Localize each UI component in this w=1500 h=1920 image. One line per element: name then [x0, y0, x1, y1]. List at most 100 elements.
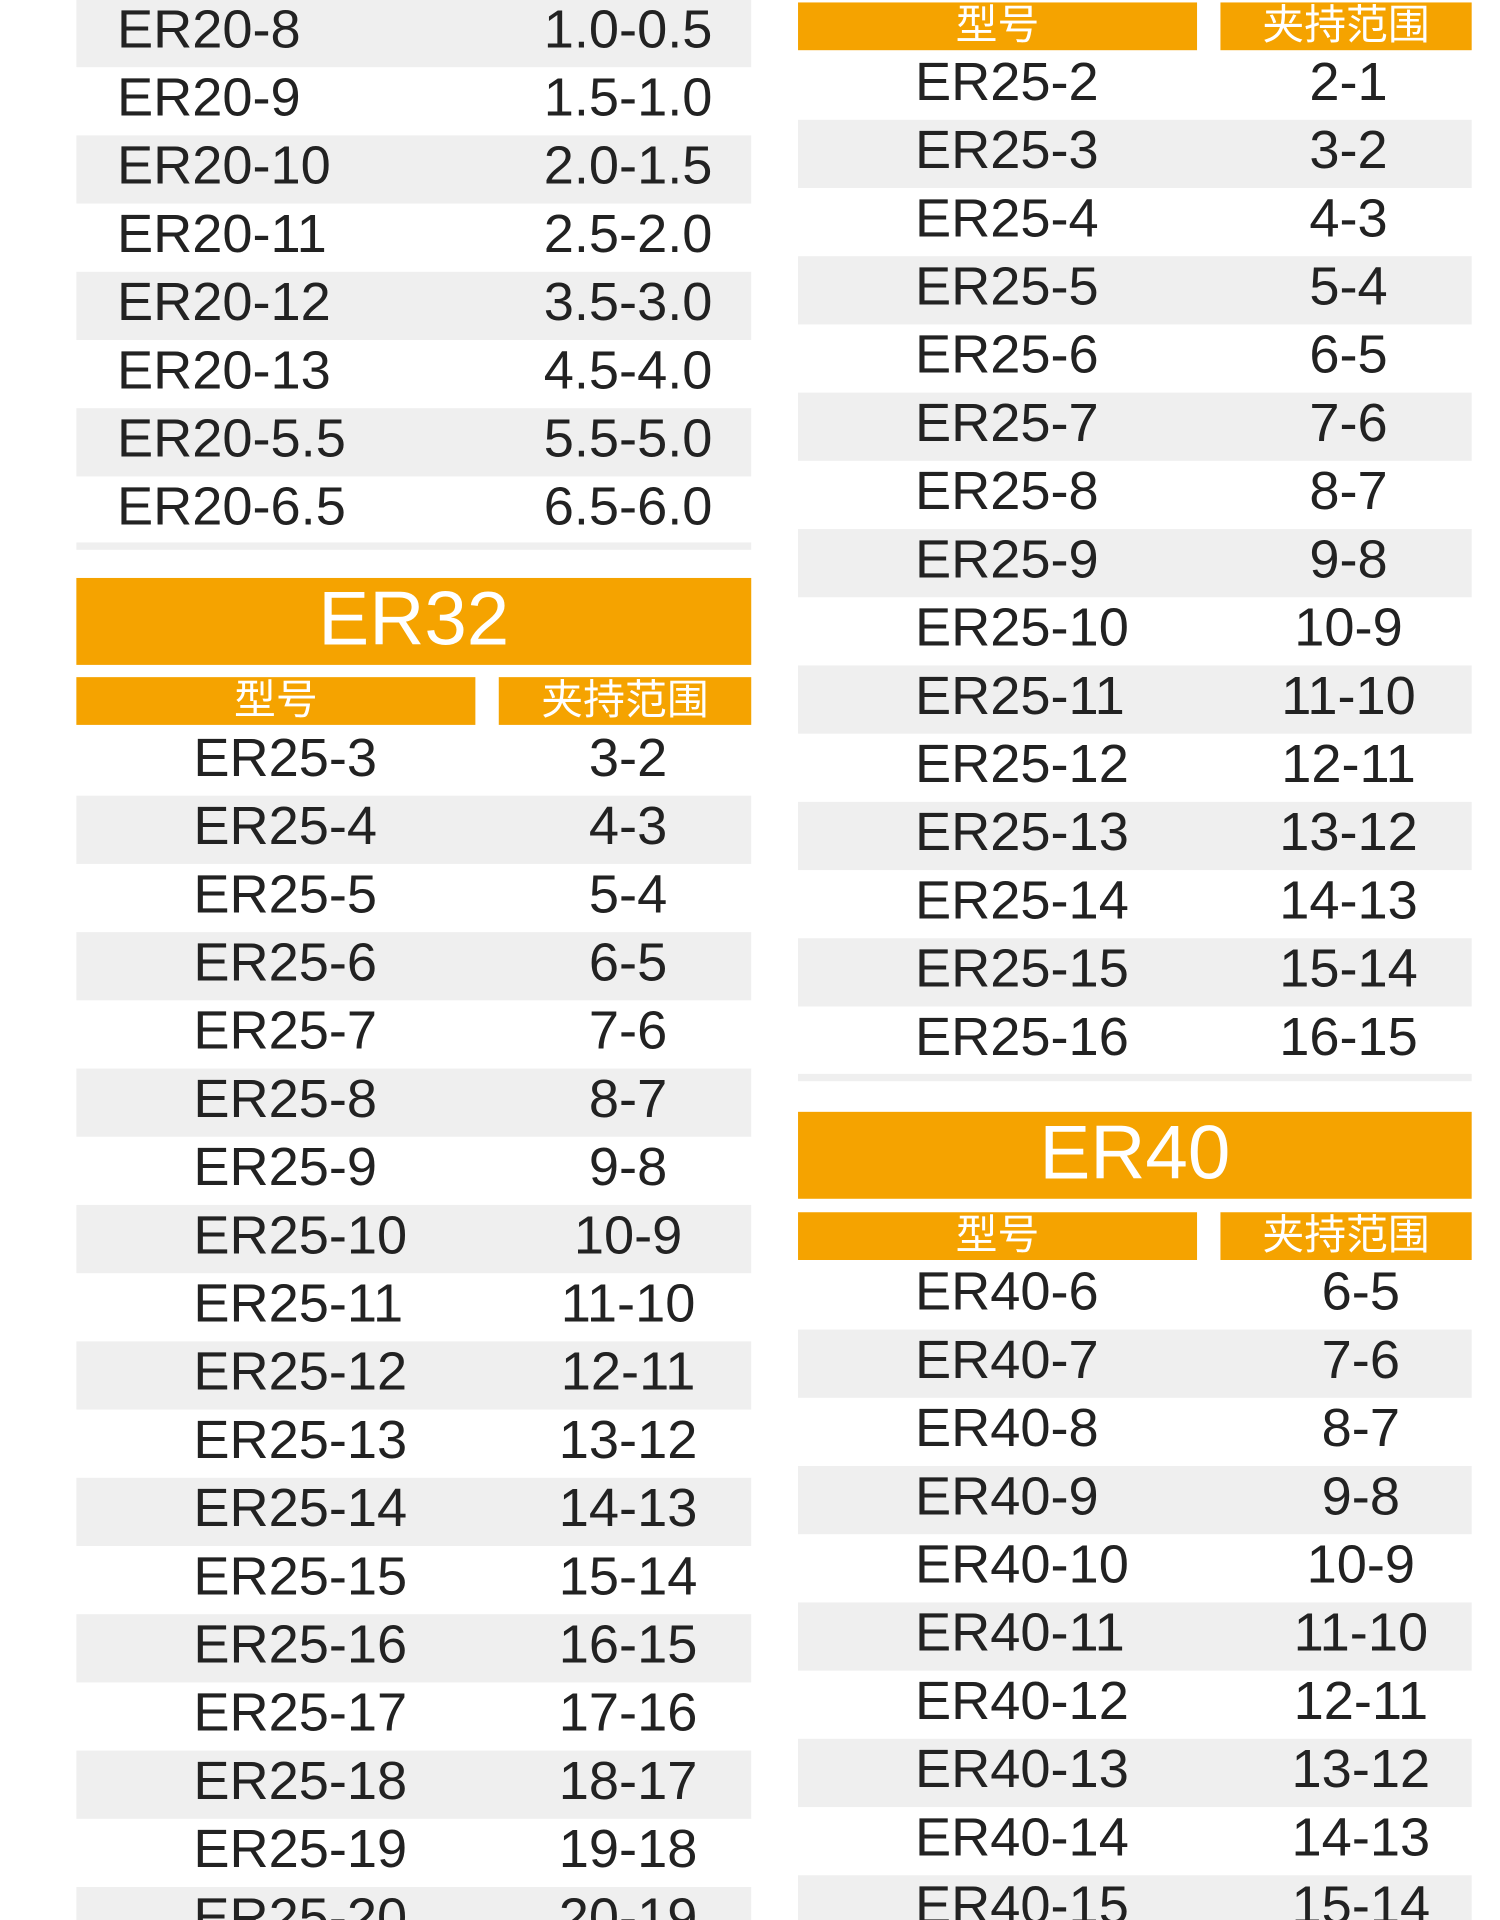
header-text: 型号: [234, 676, 318, 723]
range-cell: 6-5: [589, 933, 667, 993]
row-bg: [76, 0, 752, 68]
range-cell: 7-6: [589, 1001, 667, 1061]
range-cell: 15-14: [1292, 1876, 1431, 1920]
model-cell: ER25-13: [193, 1410, 407, 1470]
model-cell: ER20-6.5: [117, 477, 346, 537]
section-banner: [798, 1111, 1472, 1199]
row-bg: [76, 408, 752, 477]
range-cell: 17-16: [559, 1683, 698, 1743]
model-cell: ER25-8: [915, 461, 1099, 521]
model-cell: ER25-15: [193, 1546, 407, 1606]
model-cell: ER25-5: [193, 864, 377, 924]
header-text: 夹持范围: [1262, 1211, 1429, 1258]
section-title: ER40: [1039, 1111, 1230, 1196]
header-cell: [1220, 2, 1472, 51]
range-cell: 15-14: [559, 1546, 698, 1606]
model-cell: ER25-14: [193, 1478, 407, 1538]
range-cell: 13-12: [1279, 802, 1418, 862]
model-cell: ER25-4: [193, 796, 377, 856]
row-bg: [76, 1477, 752, 1546]
model-cell: ER20-9: [117, 68, 301, 128]
model-cell: ER25-6: [193, 933, 377, 993]
model-cell: ER40-11: [915, 1603, 1125, 1663]
model-cell: ER40-13: [915, 1739, 1129, 1799]
range-cell: 8-7: [1322, 1398, 1400, 1458]
model-cell: ER40-7: [915, 1330, 1099, 1390]
section-banner: [76, 577, 752, 665]
model-cell: ER20-10: [117, 136, 331, 196]
range-cell: 14-13: [1279, 871, 1418, 931]
model-cell: ER25-3: [915, 120, 1099, 180]
range-cell: 9-8: [1309, 530, 1387, 590]
model-cell: ER40-10: [915, 1535, 1129, 1595]
row-bg: [76, 1614, 752, 1683]
range-cell: 10-9: [574, 1205, 682, 1265]
row-bg: [76, 1068, 752, 1137]
range-cell: 3.5-3.0: [544, 272, 713, 332]
model-cell: ER25-7: [915, 393, 1099, 453]
range-cell: 11-10: [1281, 666, 1416, 726]
range-cell: 9-8: [1322, 1466, 1400, 1526]
row-bg: [76, 795, 752, 864]
header-cell: [798, 1212, 1198, 1260]
model-cell: ER25-15: [915, 939, 1129, 999]
range-cell: 2.0-1.5: [544, 136, 713, 196]
range-cell: 14-13: [1292, 1808, 1431, 1868]
header-text: 型号: [956, 1, 1040, 48]
model-cell: ER25-7: [193, 1001, 377, 1061]
range-cell: 5-4: [1309, 257, 1387, 317]
row-bg: [798, 801, 1472, 871]
model-cell: ER25-12: [193, 1342, 407, 1402]
range-cell: 6-5: [1309, 325, 1387, 385]
divider: [76, 542, 752, 550]
range-cell: 16-15: [559, 1615, 698, 1675]
range-cell: 11-10: [561, 1274, 696, 1334]
model-cell: ER25-9: [915, 530, 1099, 590]
range-cell: 2.5-2.0: [544, 204, 713, 264]
row-bg: [798, 529, 1472, 598]
range-cell: 20-19: [559, 1887, 698, 1920]
model-cell: ER25-8: [193, 1069, 377, 1129]
range-cell: 3-2: [589, 728, 667, 788]
model-cell: ER25-19: [193, 1819, 407, 1879]
range-cell: 12-11: [1294, 1671, 1429, 1731]
range-cell: 15-14: [1279, 939, 1418, 999]
model-cell: ER25-17: [193, 1683, 407, 1743]
range-cell: 10-9: [1307, 1535, 1415, 1595]
model-cell: ER20-13: [117, 340, 331, 400]
range-cell: 10-9: [1294, 598, 1402, 658]
range-cell: 4.5-4.0: [544, 340, 713, 400]
model-cell: ER25-16: [193, 1615, 407, 1675]
range-cell: 7-6: [1309, 393, 1387, 453]
row-bg: [76, 1204, 752, 1274]
model-cell: ER40-15: [915, 1876, 1129, 1920]
header-text: 夹持范围: [541, 676, 708, 723]
model-cell: ER25-11: [915, 666, 1125, 726]
model-cell: ER40-6: [915, 1262, 1099, 1322]
range-cell: 5.5-5.0: [544, 409, 713, 469]
model-cell: ER25-16: [915, 1007, 1129, 1067]
row-bg: [798, 392, 1472, 461]
range-cell: 8-7: [1309, 461, 1387, 521]
model-cell: ER25-9: [193, 1137, 377, 1197]
row-bg: [76, 1887, 752, 1920]
row-bg: [798, 1329, 1472, 1398]
range-cell: 9-8: [589, 1137, 667, 1197]
model-cell: ER25-12: [915, 734, 1129, 794]
range-cell: 8-7: [589, 1069, 667, 1129]
row-bg: [76, 1341, 752, 1410]
row-bg: [76, 271, 752, 340]
range-cell: 3-2: [1309, 120, 1387, 180]
range-cell: 4-3: [589, 796, 667, 856]
range-cell: 11-10: [1294, 1603, 1429, 1663]
model-cell: ER25-5: [915, 257, 1099, 317]
model-cell: ER40-8: [915, 1398, 1099, 1458]
model-cell: ER25-18: [193, 1751, 407, 1811]
row-bg: [798, 938, 1472, 1007]
model-cell: ER25-10: [193, 1205, 407, 1265]
model-cell: ER20-11: [117, 204, 327, 264]
range-cell: 6.5-6.0: [544, 477, 713, 537]
header-cell: [76, 677, 476, 725]
